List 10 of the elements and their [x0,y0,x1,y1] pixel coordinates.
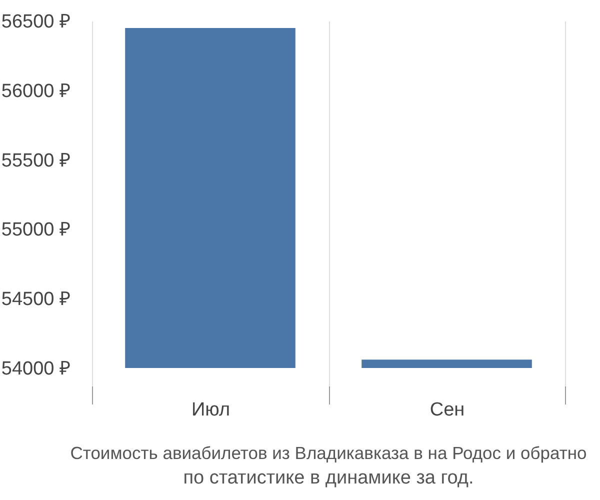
x-tick-label: Июл [191,400,230,420]
text: Стоимость авиабилетов из Владикавказа в на Родос и обратно [70,443,587,463]
text: по статистике в динамике за год. [183,468,474,488]
y-tick-label: 55500 ₽ [1,150,70,172]
x-tick-label: Сен [430,400,465,420]
y-tick-label: 54000 ₽ [1,358,70,380]
y-tick-label: 55000 ₽ [1,220,70,241]
y-tick-label: 56000 ₽ [1,80,70,102]
y-tick-label: 56500 ₽ [1,12,70,32]
y-tick-label: 54500 ₽ [1,289,70,310]
